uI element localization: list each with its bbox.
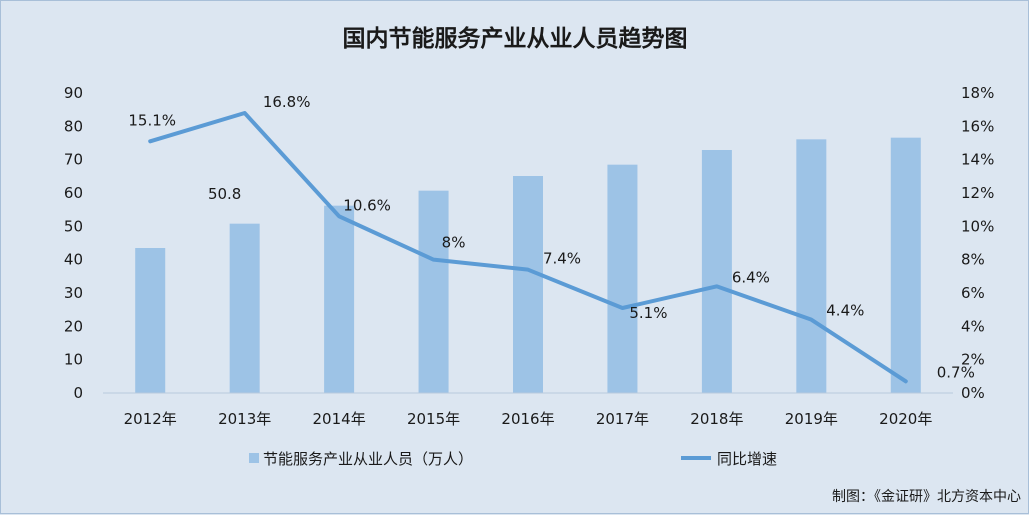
line-data-label: 5.1% — [629, 304, 667, 322]
line-data-label: 7.4% — [543, 250, 581, 268]
right-tick-label: 6% — [961, 284, 985, 302]
bar-data-label: 50.8 — [208, 185, 241, 203]
bar-series: 50.8 — [135, 137, 921, 393]
left-tick-label: 0 — [73, 384, 83, 402]
left-tick-label: 20 — [64, 317, 83, 335]
x-tick-label: 2016年 — [501, 410, 554, 428]
line-data-label: 0.7% — [937, 363, 975, 381]
x-axis: 2012年 2013年 2014年 2015年 2016年 2017年 2018年 2019年… — [103, 392, 953, 428]
left-tick-label: 90 — [64, 84, 83, 102]
right-tick-label: 16% — [961, 117, 994, 135]
line-data-label: 15.1% — [128, 111, 176, 129]
right-tick-label: 4% — [961, 317, 985, 335]
source-note: 制图：《金证研》北方资本中心 — [832, 489, 1021, 505]
right-axis: 0% 2% 4% 6% 8% 10% 12% 14% 16% 18% — [961, 84, 994, 402]
legend-bar-swatch — [249, 453, 259, 463]
left-axis: 0 10 20 30 40 50 60 70 80 90 — [64, 84, 83, 402]
line-data-label: 6.4% — [732, 268, 770, 286]
chart-title: 国内节能服务产业从业人员趋势图 — [343, 25, 688, 52]
bar — [796, 139, 827, 393]
x-tick-label: 2020年 — [879, 410, 932, 428]
right-tick-label: 14% — [961, 151, 994, 169]
right-tick-label: 2% — [961, 351, 985, 369]
bar — [701, 150, 732, 393]
line-data-label: 4.4% — [826, 302, 864, 320]
x-tick-label: 2013年 — [218, 410, 271, 428]
right-tick-label: 10% — [961, 217, 994, 235]
left-tick-label: 30 — [64, 284, 83, 302]
right-tick-label: 18% — [961, 84, 994, 102]
bar — [135, 248, 166, 393]
line-data-label: 10.6% — [343, 196, 391, 214]
line-data-label: 16.8% — [263, 93, 311, 111]
right-tick-label: 0% — [961, 384, 985, 402]
left-tick-label: 50 — [64, 217, 83, 235]
line-series: 15.1% 16.8% 10.6% 8% 7.4% 5.1% 6.4% 4.4% 0.7% — [128, 93, 975, 384]
bar — [418, 190, 449, 393]
left-tick-label: 60 — [64, 184, 83, 202]
right-tick-label: 8% — [961, 251, 985, 269]
x-tick-label: 2019年 — [785, 410, 838, 428]
bar — [890, 137, 921, 393]
left-tick-label: 80 — [64, 117, 83, 135]
legend-line-label: 同比增速 — [717, 450, 777, 468]
left-tick-label: 70 — [64, 151, 83, 169]
bar — [229, 223, 260, 393]
right-tick-label: 12% — [961, 184, 994, 202]
growth-line — [148, 111, 908, 384]
x-tick-label: 2017年 — [596, 410, 649, 428]
bar — [607, 164, 638, 393]
left-tick-label: 10 — [64, 351, 83, 369]
x-tick-label: 2014年 — [313, 410, 366, 428]
x-tick-label: 2012年 — [124, 410, 177, 428]
legend: 节能服务产业从业人员（万人） 同比增速 — [249, 450, 777, 468]
legend-bar-label: 节能服务产业从业人员（万人） — [263, 450, 473, 468]
left-tick-label: 40 — [64, 251, 83, 269]
x-tick-label: 2018年 — [690, 410, 743, 428]
bar — [513, 176, 543, 393]
x-tick-label: 2015年 — [407, 410, 460, 428]
bar — [324, 205, 355, 393]
line-data-label: 8% — [442, 234, 466, 252]
